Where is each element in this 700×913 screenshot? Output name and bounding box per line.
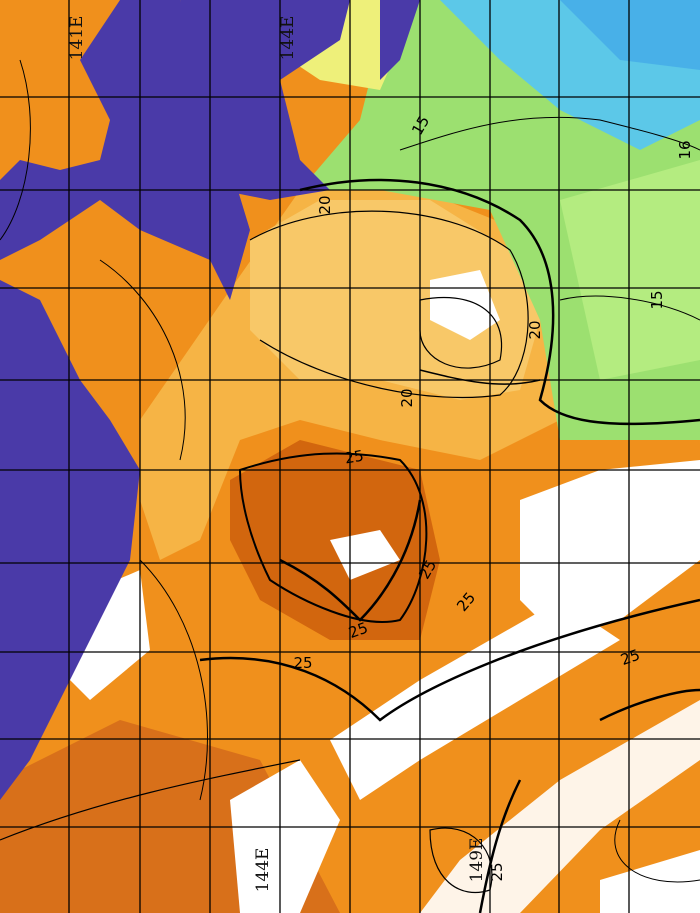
contour-label: 16 xyxy=(676,140,694,159)
contour-label: 25 xyxy=(618,646,642,669)
longitude-label: 141E xyxy=(67,16,87,61)
longitude-label: 149E xyxy=(467,838,487,883)
cool-zone-east xyxy=(560,160,700,380)
contour-label: 20 xyxy=(398,388,416,407)
contours xyxy=(0,59,700,913)
contour-label: 25 xyxy=(488,862,506,881)
contour-label: 20 xyxy=(316,195,334,214)
longitude-label: 144E xyxy=(253,848,273,893)
coldest-zone xyxy=(560,0,700,70)
land-mask xyxy=(0,0,420,800)
contour-label: 15 xyxy=(648,290,666,309)
pale-zone xyxy=(250,200,540,400)
longitude-labels: 141E 144E 144E 149E xyxy=(67,16,487,893)
contour-label: 20 xyxy=(526,320,544,339)
longitude-label: 144E xyxy=(278,16,298,61)
contour-label: 25 xyxy=(346,619,370,642)
cloud-cover xyxy=(70,270,700,913)
contour-label: 25 xyxy=(343,447,365,468)
contour-label: 25 xyxy=(293,654,312,672)
